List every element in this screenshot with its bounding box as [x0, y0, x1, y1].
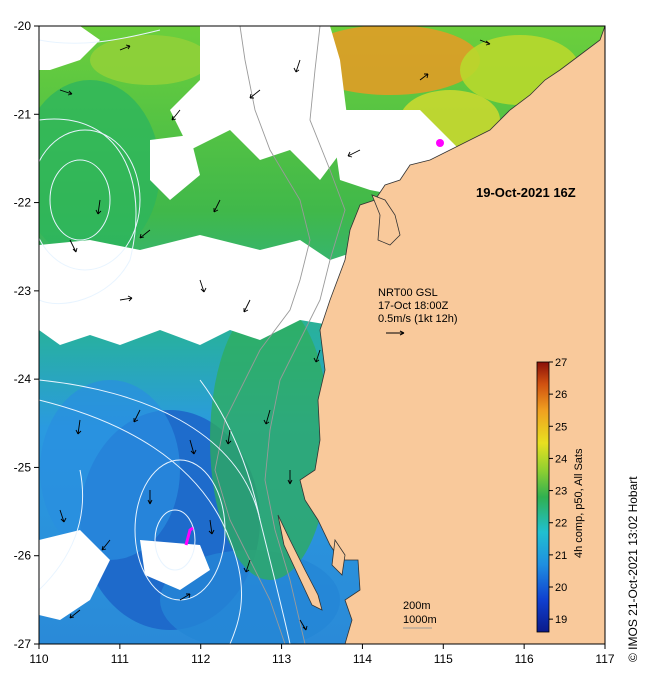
isobath-label-1000m: 1000m [403, 614, 437, 626]
drifter-position [436, 139, 444, 147]
currents-source: NRT00 GSL [378, 287, 438, 299]
lat-tick-label: -21 [14, 107, 32, 121]
colorbar-tick-label: 21 [555, 550, 567, 562]
lon-tick-label: 110 [29, 652, 48, 666]
lon-tick-label: 112 [191, 652, 210, 666]
lon-tick-label: 113 [272, 652, 291, 666]
cloud-mask [39, 530, 110, 620]
land-mass [299, 26, 605, 644]
colorbar-tick-label: 20 [555, 582, 567, 594]
lon-tick-label: 116 [515, 652, 534, 666]
warm-patch [90, 35, 210, 85]
plot-frame [38, 25, 606, 645]
isobath-label-200m: 200m [403, 600, 431, 612]
latitude-axis: -20 -21 -22 -23 -24 -25 -26 -27 [14, 19, 39, 651]
lat-tick-label: -27 [14, 637, 32, 651]
credit-text: © IMOS 21-Oct-2021 13:02 Hobart [626, 476, 640, 662]
cloud-mask [150, 135, 200, 200]
lat-tick-label: -23 [14, 284, 32, 298]
lon-tick-label: 114 [353, 652, 372, 666]
isobath-1000m [264, 26, 346, 644]
colorbar-tick-label: 24 [555, 453, 567, 465]
lat-tick-label: -20 [14, 19, 32, 33]
warm-green-patch [39, 80, 160, 260]
warm-green-patch [210, 300, 330, 580]
island [277, 514, 323, 611]
cold-water-patch [160, 550, 340, 644]
colorbar-tick-label: 23 [555, 486, 567, 498]
island [331, 538, 346, 576]
lon-tick-label: 115 [434, 652, 453, 666]
colorbar-ticks: 19 20 21 22 23 24 25 26 27 [549, 357, 567, 626]
colorbar-tick-label: 26 [555, 389, 567, 401]
colorbar [536, 361, 550, 633]
longitude-axis: 110 111 112 113 114 115 116 117 [29, 644, 615, 666]
colorbar-tick-label: 25 [555, 421, 567, 433]
colorbar-tick-label: 27 [555, 357, 567, 369]
drifter-track [184, 526, 194, 546]
cold-water-patch [40, 380, 180, 560]
current-vectors [59, 39, 491, 631]
lat-tick-label: -24 [14, 372, 32, 386]
cloud-mask [170, 26, 350, 180]
colorbar-tick-label: 19 [555, 614, 567, 626]
currents-time: 17-Oct 18:00Z [378, 300, 449, 312]
scale-arrow-icon [386, 330, 405, 336]
lon-tick-label: 117 [595, 652, 614, 666]
lon-tick-label: 111 [111, 652, 130, 666]
isobath-200m [214, 26, 311, 644]
cloud-mask [39, 26, 100, 70]
currents-scale: 0.5m/s (1kt 12h) [378, 313, 457, 325]
cloud-mask [39, 235, 360, 345]
warm-patch [300, 26, 480, 95]
cloud-mask [140, 540, 210, 590]
lat-tick-label: -26 [14, 549, 32, 563]
peninsula [371, 194, 401, 246]
colorbar-label: 4h comp, p50, All Sats [573, 448, 585, 558]
lat-tick-label: -25 [14, 460, 32, 474]
lat-tick-label: -22 [14, 196, 32, 210]
colorbar-tick-label: 22 [555, 518, 567, 530]
date-stamp: 19-Oct-2021 16Z [476, 185, 576, 200]
